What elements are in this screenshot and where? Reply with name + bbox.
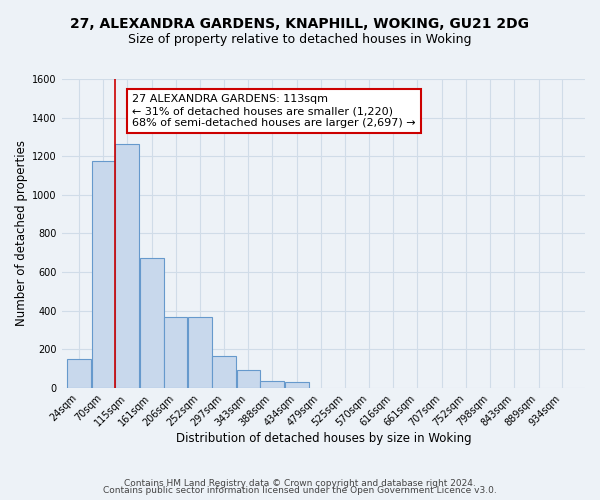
Bar — [285, 382, 308, 388]
Bar — [140, 258, 164, 388]
Y-axis label: Number of detached properties: Number of detached properties — [15, 140, 28, 326]
Bar — [260, 381, 284, 388]
Bar — [164, 316, 187, 388]
Bar — [92, 161, 115, 388]
Text: Contains public sector information licensed under the Open Government Licence v3: Contains public sector information licen… — [103, 486, 497, 495]
Bar — [188, 316, 212, 388]
Text: Size of property relative to detached houses in Woking: Size of property relative to detached ho… — [128, 32, 472, 46]
X-axis label: Distribution of detached houses by size in Woking: Distribution of detached houses by size … — [176, 432, 471, 445]
Bar — [236, 370, 260, 388]
Text: Contains HM Land Registry data © Crown copyright and database right 2024.: Contains HM Land Registry data © Crown c… — [124, 478, 476, 488]
Text: 27 ALEXANDRA GARDENS: 113sqm
← 31% of detached houses are smaller (1,220)
68% of: 27 ALEXANDRA GARDENS: 113sqm ← 31% of de… — [133, 94, 416, 128]
Bar — [212, 356, 236, 388]
Bar — [67, 359, 91, 388]
Text: 27, ALEXANDRA GARDENS, KNAPHILL, WOKING, GU21 2DG: 27, ALEXANDRA GARDENS, KNAPHILL, WOKING,… — [71, 18, 530, 32]
Bar — [115, 144, 139, 388]
